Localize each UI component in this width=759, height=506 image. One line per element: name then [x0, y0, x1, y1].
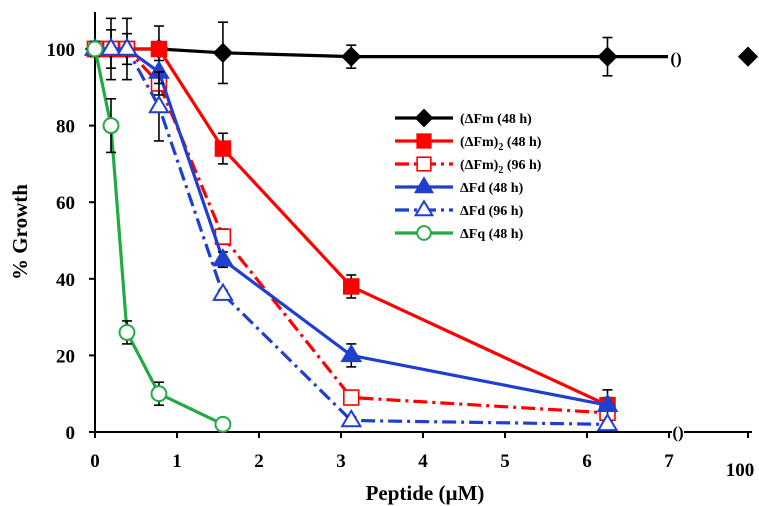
- x-tick-label: 1: [172, 451, 182, 472]
- data-point: [341, 46, 362, 67]
- data-point: [596, 412, 619, 432]
- x-tick-label: 4: [418, 451, 428, 472]
- data-point: [86, 40, 104, 58]
- data-point: [414, 108, 434, 128]
- break-mark-top: (): [670, 49, 681, 68]
- data-point: [416, 133, 432, 149]
- x-tick-label: 3: [336, 451, 346, 472]
- data-point: [340, 408, 363, 428]
- legend: (ΔFm (48 h) (ΔFm)2 (48 h) (ΔFm)2 (96 h) ΔFd…: [395, 108, 542, 242]
- data-point: [116, 37, 138, 56]
- x-axis-title: Peptide (µM): [366, 481, 485, 505]
- legend-label: (ΔFm)2 (96 h): [460, 158, 542, 176]
- data-point: [596, 393, 619, 412]
- data-point: [413, 199, 435, 217]
- data-point: [413, 176, 435, 194]
- legend-label: ΔFq (48 h): [460, 227, 524, 242]
- y-tick-label: 0: [66, 423, 76, 444]
- data-point: [212, 248, 234, 267]
- data-point: [150, 40, 168, 58]
- data-point: [214, 140, 232, 157]
- series-4: [84, 29, 619, 422]
- data-point: [416, 156, 432, 172]
- legend-entry: (ΔFm)2 (48 h): [395, 133, 542, 153]
- data-point: [212, 282, 234, 301]
- data-point: [102, 117, 120, 135]
- legend-entry: ΔFd (96 h): [395, 199, 524, 219]
- data-point: [737, 46, 759, 67]
- data-point: [148, 94, 170, 114]
- legend-entry: ΔFq (48 h): [395, 225, 524, 242]
- y-axis-title: % Growth: [8, 184, 32, 280]
- y-tick-label: 40: [56, 270, 75, 291]
- legend-entry: (ΔFm)2 (96 h): [395, 156, 542, 176]
- tick-group: 0 1 2 3 4 5 6 7 100 0 20 40 60 80 100: [47, 40, 755, 481]
- data-point: [214, 415, 232, 433]
- y-tick-label: 60: [56, 193, 75, 214]
- y-tick-label: 80: [56, 117, 75, 138]
- data-point: [100, 37, 122, 56]
- y-tick-label: 100: [47, 40, 76, 61]
- data-point: [597, 46, 618, 67]
- data-point: [118, 323, 136, 341]
- legend-label: (ΔFm)2 (48 h): [460, 135, 542, 153]
- data-point: [212, 42, 234, 63]
- x-tick-label: 100: [726, 460, 755, 481]
- x-tick-label: 2: [254, 451, 264, 472]
- x-tick-label: 7: [664, 451, 674, 472]
- x-tick-label: 6: [582, 451, 592, 472]
- legend-label: (ΔFm (48 h): [460, 112, 532, 127]
- data-point: [150, 385, 168, 403]
- legend-label: ΔFd (48 h): [460, 181, 524, 196]
- x-tick-label: 0: [90, 451, 100, 472]
- axis-break-marks: () (): [670, 49, 683, 442]
- data-point: [416, 225, 432, 241]
- legend-entry: (ΔFm (48 h): [395, 108, 532, 128]
- data-point: [343, 389, 360, 406]
- x-tick-label: 5: [500, 451, 510, 472]
- legend-entry: ΔFd (48 h): [395, 176, 524, 196]
- y-tick-label: 20: [56, 346, 75, 367]
- data-point: [340, 343, 363, 363]
- series-1: [84, 17, 759, 85]
- legend-label: ΔFd (96 h): [460, 204, 524, 219]
- break-mark-bottom: (): [672, 423, 683, 442]
- data-point: [343, 278, 360, 295]
- axes: [94, 12, 752, 433]
- series-6: [86, 40, 232, 433]
- series-layer: [84, 17, 759, 433]
